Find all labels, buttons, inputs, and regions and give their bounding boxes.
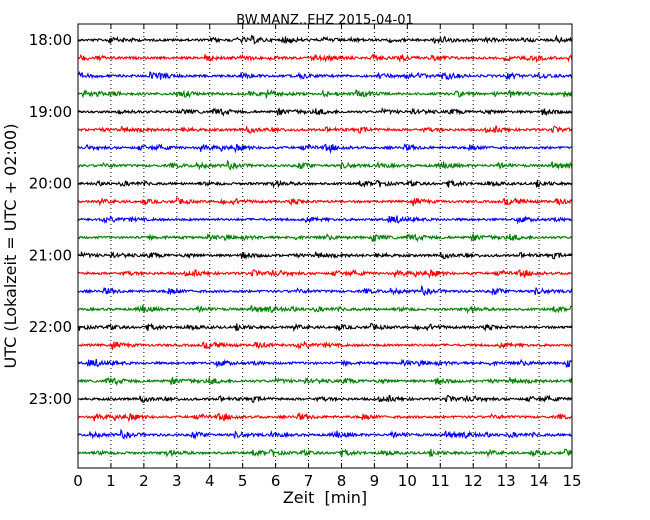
seismogram-traces: [77, 34, 573, 458]
y-tick-label: 23:00: [29, 390, 72, 408]
seismogram-trace: [77, 232, 573, 243]
y-tick-label: 19:00: [29, 103, 72, 121]
x-tick-label: 5: [238, 472, 248, 490]
seismogram-trace: [77, 143, 573, 155]
x-tick-label: 7: [304, 472, 314, 490]
x-tick-label: 14: [530, 472, 549, 490]
x-axis-label: Zeit [min]: [283, 488, 367, 507]
seismogram-trace: [77, 428, 573, 441]
seismogram-trace: [77, 250, 573, 260]
seismogram-trace: [77, 376, 573, 387]
y-tick-label: 21:00: [29, 246, 72, 264]
x-tick-label: 4: [205, 472, 215, 490]
x-tick-label: 9: [370, 472, 380, 490]
x-tick-label: 0: [73, 472, 83, 490]
x-tick-label: 6: [271, 472, 281, 490]
seismogram-trace: [77, 215, 573, 225]
seismogram-trace: [77, 125, 573, 134]
seismogram-trace: [77, 394, 573, 403]
seismogram-trace: [77, 179, 573, 189]
grid-lines: [110, 24, 540, 468]
seismogram-trace: [77, 304, 573, 315]
seismogram-trace: [77, 34, 573, 45]
x-tick-label: 13: [497, 472, 516, 490]
seismogram-trace: [77, 196, 573, 207]
seismogram-trace: [77, 159, 573, 171]
seismogram-trace: [77, 88, 573, 99]
seismogram-trace: [77, 269, 572, 279]
chart-title: BW.MANZ..EHZ 2015-04-01: [236, 13, 414, 28]
x-tick-label: 8: [337, 472, 347, 490]
x-tick-label: 1: [106, 472, 116, 490]
seismogram-trace: [77, 284, 573, 297]
seismogram-trace: [77, 340, 573, 350]
seismogram-trace: [77, 448, 573, 458]
x-tick-label: 2: [139, 472, 149, 490]
seismogram-trace: [77, 53, 573, 63]
seismogram-trace: [77, 106, 573, 118]
y-tick-label: 18:00: [29, 31, 72, 49]
x-tick-label: 12: [464, 472, 483, 490]
x-axis-ticks: 0 1 2 3 4 5 6 7 8 9 10 11 12 13 14 15: [73, 24, 582, 490]
x-tick-label: 15: [562, 472, 581, 490]
seismogram-trace: [77, 70, 573, 81]
x-tick-label: 10: [398, 472, 417, 490]
y-axis-ticks: 18:00 19:00 20:00 21:00 22:00 23:00: [29, 31, 572, 408]
seismogram-trace: [77, 411, 573, 423]
y-tick-label: 22:00: [29, 318, 72, 336]
seismogram-trace: [77, 322, 573, 333]
x-tick-label: 3: [172, 472, 182, 490]
y-axis-label: UTC (Lokalzeit = UTC + 02:00): [1, 124, 20, 369]
x-tick-label: 11: [431, 472, 450, 490]
plot-frame: [77, 23, 573, 469]
y-tick-label: 20:00: [29, 175, 72, 193]
seismogram-trace: [77, 358, 573, 369]
